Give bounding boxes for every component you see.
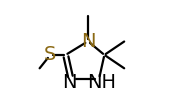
Text: NH: NH bbox=[87, 73, 116, 92]
Text: N: N bbox=[62, 73, 76, 92]
Text: S: S bbox=[44, 45, 56, 64]
Text: N: N bbox=[81, 32, 95, 51]
